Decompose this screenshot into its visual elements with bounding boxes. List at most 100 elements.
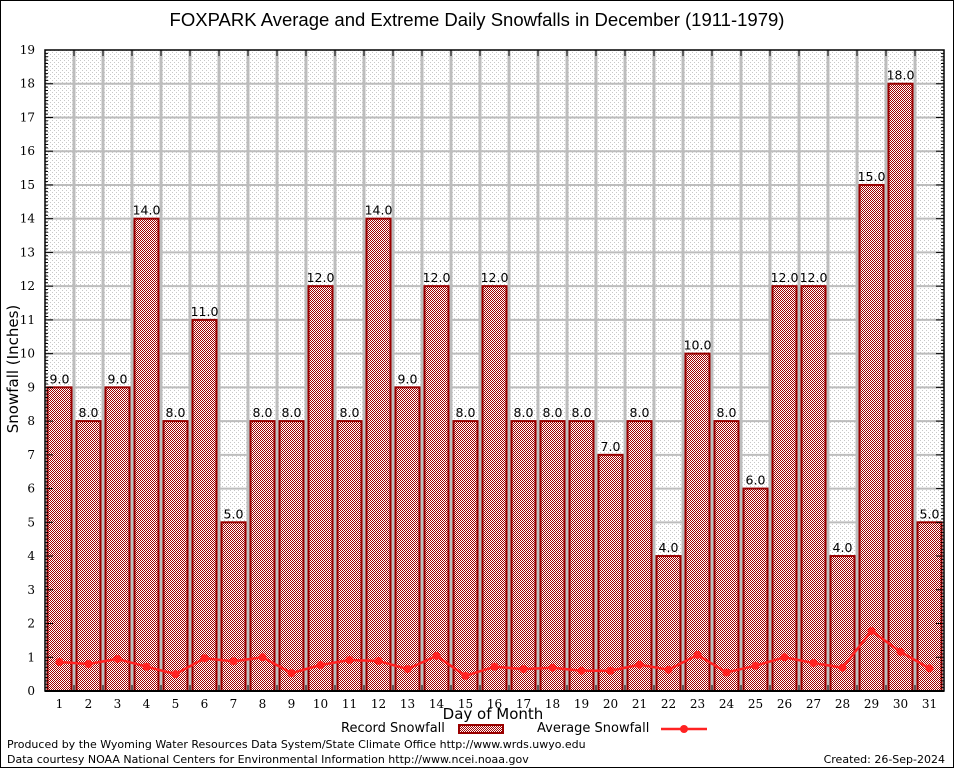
x-tick-label: 28 xyxy=(835,697,850,711)
x-tick-label: 11 xyxy=(342,697,357,711)
bar-record-snowfall xyxy=(104,386,131,692)
average-snowfall-point xyxy=(751,661,760,670)
bar-data-label: 8.0 xyxy=(166,405,186,420)
x-tick-label: 6 xyxy=(201,697,209,711)
bar-record-snowfall xyxy=(887,82,914,693)
average-snowfall-point xyxy=(287,669,296,678)
x-tick-label: 21 xyxy=(632,697,647,711)
bar-record-snowfall xyxy=(626,420,653,692)
bar-data-label: 8.0 xyxy=(630,405,650,420)
y-tick-label: 17 xyxy=(20,110,35,124)
average-snowfall-point xyxy=(693,650,702,659)
average-snowfall-point xyxy=(577,666,586,675)
average-snowfall-point xyxy=(635,660,644,669)
y-tick-label: 2 xyxy=(27,617,35,631)
bar-data-label: 7.0 xyxy=(601,439,621,454)
x-tick-label: 13 xyxy=(400,697,415,711)
legend-label-average: Average Snowfall xyxy=(537,721,650,736)
bar-data-label: 8.0 xyxy=(253,405,273,420)
bar-record-snowfall xyxy=(75,420,102,692)
legend-swatch-average-marker xyxy=(680,725,688,733)
legend-swatch-record xyxy=(458,724,504,734)
bar-data-label: 12.0 xyxy=(307,270,335,285)
bar-data-label: 8.0 xyxy=(340,405,360,420)
average-snowfall-point xyxy=(925,664,934,673)
y-tick-label: 18 xyxy=(20,77,35,91)
average-snowfall-point xyxy=(490,662,499,671)
x-tick-label: 1 xyxy=(56,697,64,711)
y-tick-label: 16 xyxy=(20,144,35,158)
bar-record-snowfall xyxy=(220,521,247,692)
bar-record-snowfall xyxy=(481,285,508,692)
bar-record-snowfall xyxy=(278,420,305,692)
bar-record-snowfall xyxy=(133,217,160,692)
x-tick-label: 16 xyxy=(487,697,502,711)
bar-data-label: 11.0 xyxy=(191,304,219,319)
bar-data-label: 8.0 xyxy=(572,405,592,420)
y-tick-label: 9 xyxy=(27,380,35,394)
bar-record-snowfall xyxy=(394,386,421,692)
chart-title: FOXPARK Average and Extreme Daily Snowfa… xyxy=(169,9,785,30)
y-tick-label: 1 xyxy=(27,650,35,664)
average-snowfall-point xyxy=(374,656,383,665)
bar-record-snowfall xyxy=(510,420,537,692)
average-snowfall-point xyxy=(403,665,412,674)
x-tick-label: 7 xyxy=(230,697,238,711)
y-tick-label: 3 xyxy=(27,583,35,597)
bar-record-snowfall xyxy=(191,318,218,692)
x-tick-label: 14 xyxy=(429,697,445,711)
bar-data-label: 8.0 xyxy=(282,405,302,420)
average-snowfall-point xyxy=(229,657,238,666)
x-tick-label: 4 xyxy=(143,697,151,711)
average-snowfall-point xyxy=(113,654,122,663)
bar-data-label: 8.0 xyxy=(717,405,737,420)
x-tick-label: 20 xyxy=(603,697,618,711)
x-tick-label: 19 xyxy=(574,697,589,711)
bar-record-snowfall xyxy=(771,285,798,692)
x-tick-label: 12 xyxy=(371,697,386,711)
bar-record-snowfall xyxy=(365,217,392,692)
y-tick-label: 11 xyxy=(20,313,35,327)
bar-data-label: 8.0 xyxy=(514,405,534,420)
y-tick-label: 14 xyxy=(20,212,36,226)
bar-data-label: 5.0 xyxy=(224,506,244,521)
bar-data-label: 9.0 xyxy=(108,371,128,386)
x-tick-label: 23 xyxy=(690,697,705,711)
bar-record-snowfall xyxy=(307,285,334,692)
bar-record-snowfall xyxy=(800,285,827,692)
x-axis-label: Day of Month xyxy=(442,705,544,723)
y-tick-label: 4 xyxy=(27,549,35,563)
average-snowfall-point xyxy=(722,668,731,677)
bar-data-label: 14.0 xyxy=(133,203,161,218)
bar-data-label: 12.0 xyxy=(423,270,451,285)
x-tick-label: 17 xyxy=(516,697,531,711)
average-snowfall-point xyxy=(606,666,615,675)
y-tick-label: 8 xyxy=(27,414,35,428)
y-tick-label: 15 xyxy=(20,178,35,192)
x-tick-label: 5 xyxy=(172,697,180,711)
x-tick-label: 22 xyxy=(661,697,676,711)
x-tick-label: 9 xyxy=(288,697,296,711)
average-snowfall-point xyxy=(345,655,354,664)
bar-data-label: 8.0 xyxy=(79,405,99,420)
x-tick-label: 2 xyxy=(85,697,93,711)
bar-data-label: 12.0 xyxy=(800,270,828,285)
bar-data-label: 15.0 xyxy=(858,169,886,184)
average-snowfall-point xyxy=(519,665,528,674)
average-snowfall-point xyxy=(896,647,905,656)
x-tick-label: 29 xyxy=(864,697,879,711)
average-snowfall-point xyxy=(809,658,818,667)
x-tick-label: 27 xyxy=(806,697,821,711)
bar-record-snowfall xyxy=(423,285,450,692)
x-tick-label: 10 xyxy=(313,697,328,711)
y-tick-label: 7 xyxy=(27,448,35,462)
average-snowfall-point xyxy=(55,657,64,666)
bar-record-snowfall xyxy=(858,183,885,693)
bar-data-label: 12.0 xyxy=(771,270,799,285)
x-tick-label: 8 xyxy=(259,697,267,711)
bar-record-snowfall xyxy=(336,420,363,692)
bar-data-label: 5.0 xyxy=(920,506,940,521)
bar-record-snowfall xyxy=(568,420,595,692)
x-tick-label: 30 xyxy=(893,697,908,711)
x-tick-label: 3 xyxy=(114,697,122,711)
